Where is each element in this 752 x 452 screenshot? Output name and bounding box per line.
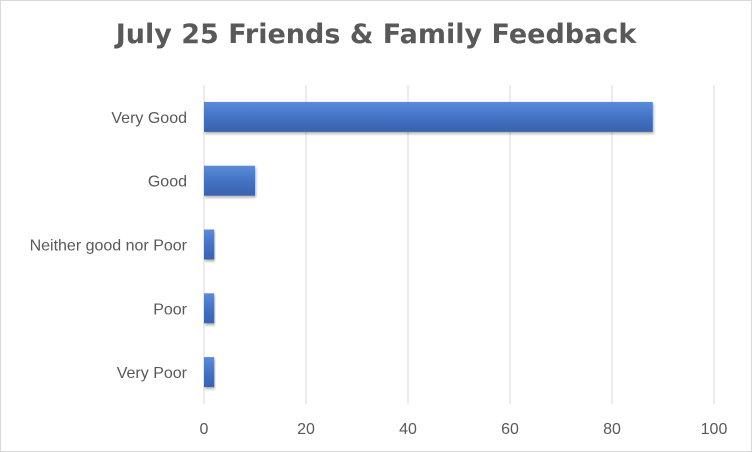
bar-very-good — [204, 101, 653, 132]
x-tick-label-100: 100 — [701, 421, 728, 438]
bar-neither-good-nor-poor — [204, 229, 215, 260]
chart-title: July 25 Friends & Family Feedback — [115, 19, 637, 50]
x-tick-label-0: 0 — [200, 421, 209, 438]
bar-very-poor — [204, 357, 215, 388]
category-label-very-poor: Very Poor — [117, 365, 188, 382]
category-labels: Very Good Good Neither good nor Poor Poor Ve… — [30, 110, 188, 382]
category-label-neither-good-nor-poor: Neither good nor Poor — [30, 238, 188, 255]
category-label-good: Good — [148, 174, 187, 191]
x-tick-label-80: 80 — [603, 421, 621, 438]
bar-good — [204, 165, 255, 196]
bars — [204, 101, 653, 388]
x-tick-labels: 0 20 40 60 80 100 — [200, 421, 728, 438]
category-label-poor: Poor — [153, 301, 187, 318]
category-label-very-good: Very Good — [111, 110, 187, 127]
x-tick-label-20: 20 — [297, 421, 315, 438]
gridlines — [203, 85, 715, 404]
bar-poor — [204, 293, 215, 324]
x-tick-label-60: 60 — [501, 421, 519, 438]
x-tick-label-40: 40 — [399, 421, 417, 438]
